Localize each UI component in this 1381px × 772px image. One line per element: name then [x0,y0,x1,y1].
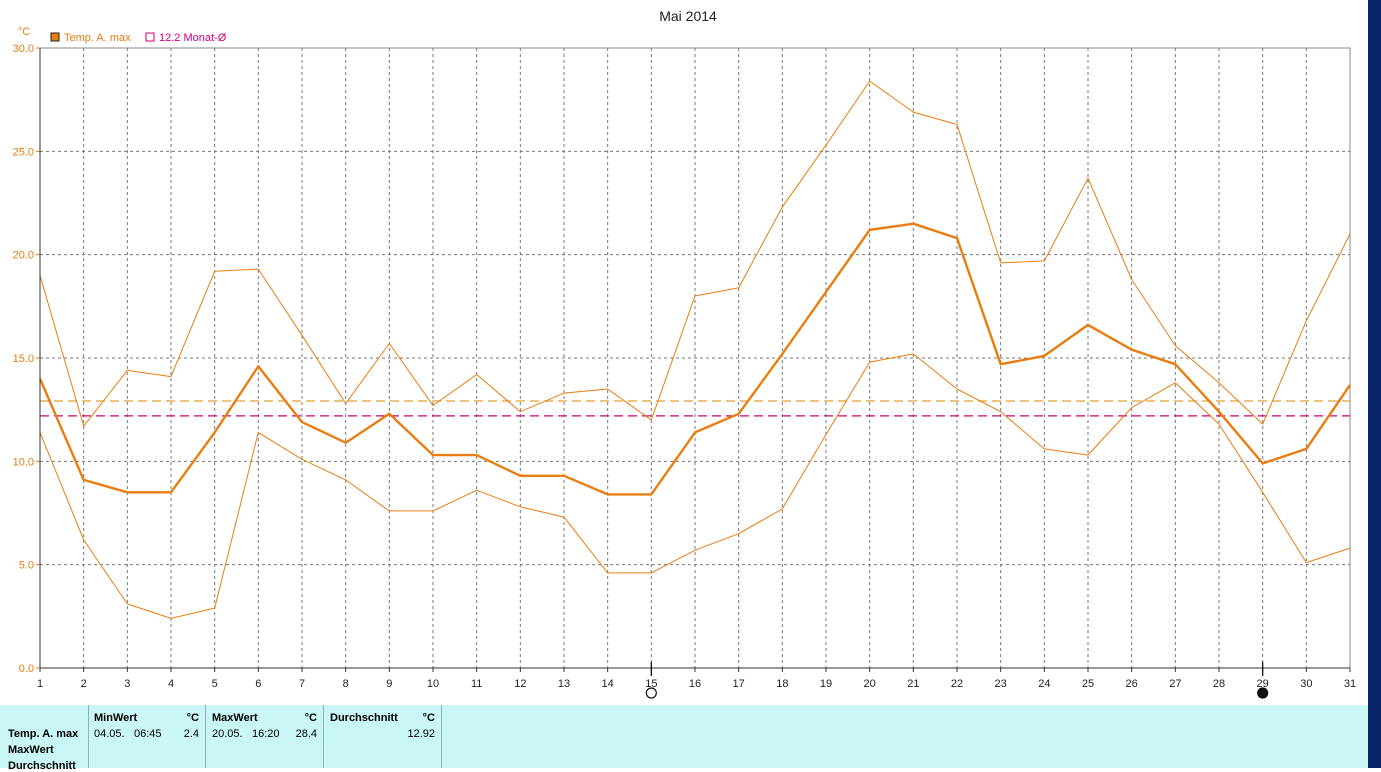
legend-label-monat: 12.2 Monat-Ø [159,32,227,44]
window-edge [1368,0,1381,768]
min-time: 06:45 [134,728,162,740]
y-tick-label: 30.0 [13,43,34,55]
x-tick-label: 11 [471,678,482,690]
x-tick-label: 15 [645,678,657,690]
legend-swatch-monat [145,32,155,42]
x-tick-label: 4 [168,678,174,690]
x-tick-label: 24 [1038,678,1050,690]
legend-swatch-temp [50,32,60,42]
y-tick-label: 5.0 [19,560,34,572]
max-time: 16:20 [252,728,280,740]
stats-avg-column: Durchschnitt °C 12.92 [324,705,442,768]
avg-unit: °C [422,712,435,724]
x-tick-label: 17 [733,678,745,690]
max-header: MaxWert [212,712,258,724]
x-tick-label: 12 [514,678,526,690]
min-unit: °C [186,712,199,724]
stats-max-column: MaxWert °C 20.05. 16:20 28.4 [206,705,324,768]
x-tick-label: 14 [602,678,614,690]
x-tick-label: 16 [689,678,701,690]
series-lines [38,80,1351,619]
stats-row-labels: Temp. A. max MaxWert Durchschnitt [0,705,89,772]
x-tick-labels: 1 2 3 4 5 6 7 8 9 10 11 12 13 14 15 16 17 18 19 20 21 22 23 24 2… [37,678,1356,690]
new-moon-icon [1257,687,1269,699]
y-tick-labels: 0.0 5.0 10.0 15.0 20.0 25.0 30.0 [13,43,34,675]
avg-value: 12.92 [407,728,435,740]
x-tick-label: 1 [37,678,43,690]
chart: Mai 2014 °C Temp. A. max 12.2 Monat-Ø 0.… [13,8,1356,699]
axes [36,47,1351,672]
x-tick-label: 28 [1213,678,1225,690]
x-tick-label: 19 [820,678,832,690]
series-line-lower [39,353,1351,619]
x-tick-label: 7 [299,678,305,690]
moon-markers [645,662,1269,699]
x-tick-label: 22 [951,678,963,690]
x-tick-label: 13 [558,678,570,690]
x-tick-label: 25 [1082,678,1094,690]
y-axis-unit: °C [18,26,30,38]
x-tick-label: 26 [1126,678,1138,690]
chart-title: Mai 2014 [659,8,717,24]
max-value: 28.4 [295,728,317,740]
x-tick-label: 2 [81,678,87,690]
x-tick-label: 6 [255,678,261,690]
series-line-main [38,222,1351,496]
max-date: 20.05. [212,728,243,740]
series-line-upper [39,80,1351,427]
x-tick-label: 23 [995,678,1007,690]
x-tick-label: 5 [212,678,218,690]
legend-label-temp: Temp. A. max [64,32,131,44]
x-tick-label: 18 [776,678,788,690]
y-tick-label: 20.0 [13,250,34,262]
y-tick-label: 0.0 [19,663,34,675]
x-tick-label: 3 [124,678,130,690]
stats-panel: Temp. A. max MaxWert Durchschnitt MinWer… [0,705,1368,772]
min-value: 2.4 [183,728,199,740]
avg-header: Durchschnitt [330,712,398,724]
legend: Temp. A. max 12.2 Monat-Ø [50,32,227,44]
x-tick-label: 8 [343,678,349,690]
max-unit: °C [304,712,317,724]
x-tick-label: 29 [1257,678,1269,690]
y-tick-label: 25.0 [13,146,34,158]
x-tick-label: 27 [1169,678,1181,690]
x-tick-label: 30 [1300,678,1312,690]
full-moon-icon [645,687,657,699]
x-tick-label: 31 [1344,678,1356,690]
row-label-durchschnitt: Durchschnitt [8,760,76,772]
x-tick-label: 9 [386,678,392,690]
stats-min-column: MinWert °C 04.05. 06:45 2.4 [89,705,206,768]
min-date: 04.05. [94,728,125,740]
row-label-maxwert: MaxWert [8,744,54,756]
x-tick-label: 21 [907,678,919,690]
row-label-temp: Temp. A. max [8,728,79,740]
y-tick-label: 10.0 [13,456,34,468]
y-tick-label: 15.0 [13,353,34,365]
min-header: MinWert [94,712,138,724]
reference-lines [40,400,1350,417]
x-tick-label: 20 [864,678,876,690]
x-tick-label: 10 [427,678,439,690]
grid [39,47,1351,669]
